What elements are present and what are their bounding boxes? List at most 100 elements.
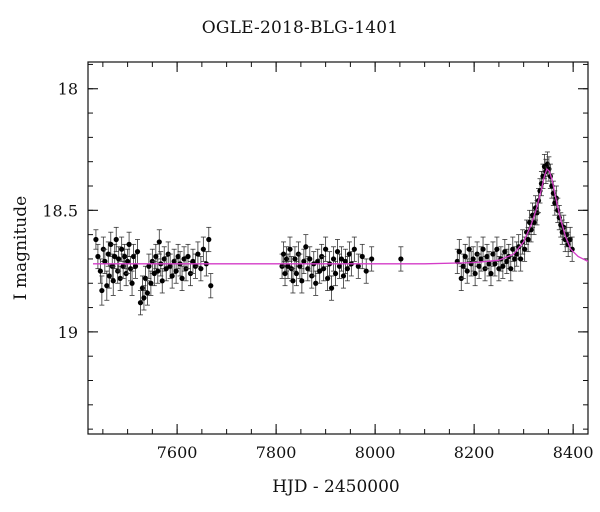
data-marker: [472, 270, 478, 277]
data-marker: [167, 263, 173, 269]
data-point: [110, 265, 116, 296]
data-marker: [301, 258, 307, 264]
data-marker: [363, 268, 369, 274]
data-marker: [130, 253, 137, 260]
data-point: [280, 241, 287, 267]
data-point: [179, 265, 185, 291]
data-marker: [148, 280, 154, 286]
y-tick-label: 18: [58, 80, 78, 99]
data-marker: [146, 263, 152, 269]
data-point: [125, 248, 131, 274]
data-point: [185, 243, 191, 270]
data-point: [163, 256, 169, 282]
data-marker: [518, 256, 524, 262]
x-tick-label: 8400: [553, 443, 594, 462]
y-tick-labels: 18 18.5 19: [42, 80, 78, 342]
data-marker: [141, 295, 147, 301]
data-points: [93, 151, 575, 316]
data-point: [129, 270, 135, 296]
data-marker: [200, 246, 206, 252]
data-marker: [116, 256, 122, 262]
data-marker: [342, 258, 349, 264]
data-point: [113, 226, 119, 253]
data-point: [108, 231, 114, 257]
data-marker: [525, 236, 531, 243]
data-point: [456, 239, 462, 265]
data-point: [155, 258, 161, 284]
data-marker: [195, 251, 201, 257]
data-point: [466, 236, 472, 262]
data-marker: [144, 290, 151, 296]
data-marker: [321, 266, 327, 272]
data-marker: [117, 275, 123, 281]
data-marker: [185, 253, 191, 260]
data-marker: [323, 246, 329, 252]
data-marker: [500, 263, 506, 269]
data-marker: [287, 246, 293, 252]
data-marker: [369, 256, 375, 262]
data-marker: [156, 239, 162, 245]
data-marker: [359, 253, 365, 260]
data-point: [508, 256, 514, 282]
data-marker: [340, 273, 347, 279]
data-marker: [113, 236, 119, 243]
data-marker: [127, 266, 134, 272]
data-point: [398, 246, 404, 272]
x-tick-label: 7600: [157, 443, 198, 462]
data-marker: [313, 280, 319, 286]
data-marker: [478, 256, 484, 262]
data-marker: [179, 275, 185, 281]
data-marker: [299, 278, 305, 284]
y-tick-label: 18.5: [42, 201, 78, 220]
data-marker: [208, 283, 214, 289]
data-point: [496, 256, 502, 282]
data-marker: [173, 268, 179, 274]
data-marker: [490, 251, 496, 257]
data-marker: [153, 253, 159, 260]
data-point: [137, 290, 144, 316]
data-marker: [105, 251, 111, 257]
data-point: [470, 246, 476, 272]
data-point: [195, 241, 201, 267]
data-marker: [161, 256, 167, 262]
data-marker: [169, 273, 175, 279]
data-point: [290, 268, 296, 294]
data-point: [117, 265, 123, 291]
data-marker: [492, 261, 498, 267]
x-tick-label: 8200: [454, 443, 495, 462]
data-marker: [129, 280, 135, 286]
data-marker: [125, 258, 131, 264]
data-marker: [104, 283, 110, 289]
x-axis-label: HJD - 2450000: [272, 477, 400, 497]
data-marker: [328, 285, 335, 291]
data-marker: [344, 266, 351, 272]
data-marker: [282, 270, 288, 277]
data-point: [323, 236, 329, 262]
data-marker: [142, 275, 149, 281]
major-ticks: [88, 62, 588, 434]
data-marker: [334, 249, 341, 255]
data-point: [514, 241, 520, 267]
data-marker: [502, 249, 508, 255]
data-marker: [510, 246, 516, 252]
data-marker: [95, 253, 101, 260]
data-marker: [522, 246, 528, 252]
data-marker: [456, 249, 462, 255]
data-marker: [488, 270, 494, 277]
data-marker: [508, 266, 514, 272]
data-marker: [332, 270, 339, 277]
data-point: [351, 236, 357, 262]
data-marker: [292, 256, 298, 262]
data-point: [363, 258, 369, 284]
data-marker: [486, 261, 492, 267]
data-point: [141, 285, 147, 311]
data-point: [122, 243, 128, 270]
data-point: [330, 246, 337, 272]
data-point: [95, 243, 101, 270]
data-marker: [462, 253, 468, 260]
data-marker: [512, 256, 518, 262]
data-point: [303, 234, 309, 260]
data-point: [119, 236, 125, 262]
data-point: [359, 243, 365, 270]
data-marker: [126, 241, 132, 247]
